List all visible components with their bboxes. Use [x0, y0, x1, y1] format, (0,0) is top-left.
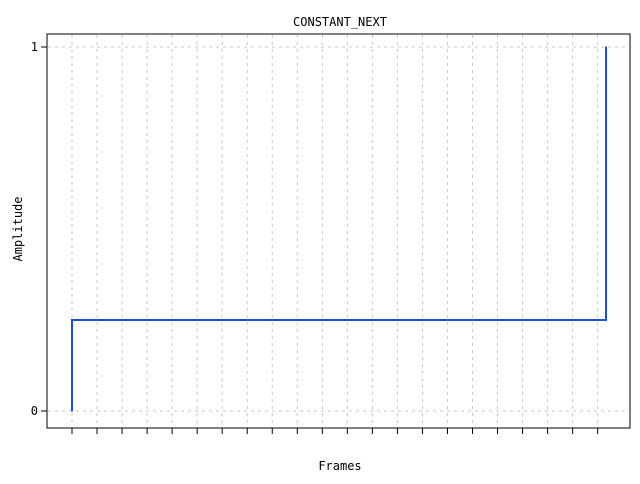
y-tick-label: 0: [31, 404, 38, 418]
series-layer: [71, 46, 607, 412]
data-point: [605, 46, 607, 48]
y-tick-label: 1: [31, 40, 38, 54]
x-axis-label: Frames: [318, 459, 361, 473]
y-axis-label: Amplitude: [11, 196, 25, 261]
axes: 01: [31, 40, 599, 434]
chart-title: CONSTANT_NEXT: [293, 15, 387, 29]
grid: [48, 35, 629, 427]
data-point: [71, 410, 73, 412]
series-line: [71, 47, 607, 411]
plot-frame: [46, 33, 631, 429]
data-point: [71, 319, 73, 321]
